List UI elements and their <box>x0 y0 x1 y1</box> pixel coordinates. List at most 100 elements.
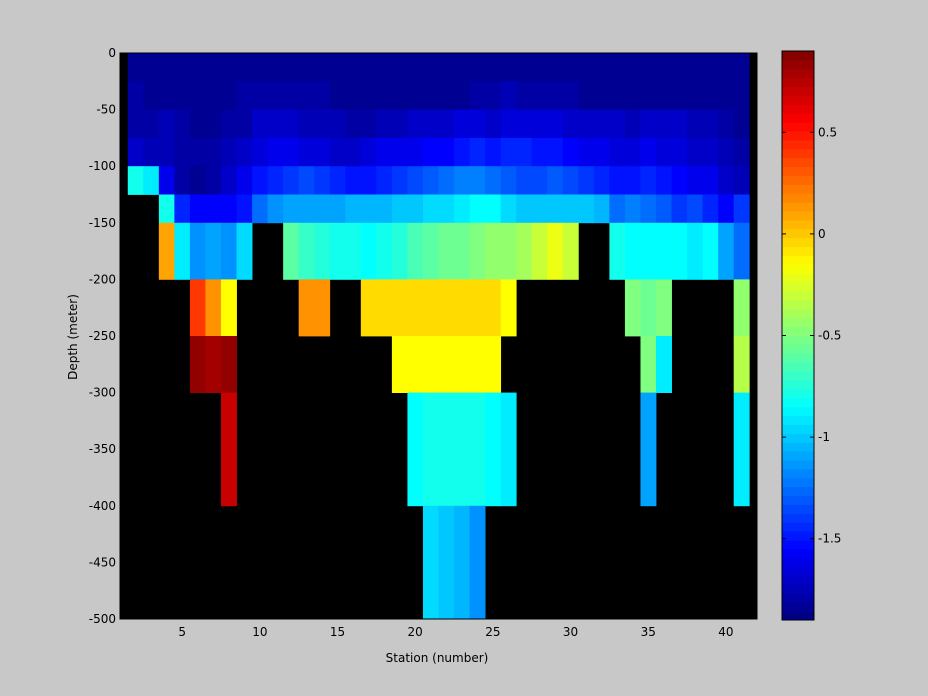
heatmap-cell <box>562 109 579 139</box>
heatmap-cell <box>407 81 424 110</box>
heatmap-cell <box>298 109 315 139</box>
heatmap-cell <box>376 137 393 167</box>
heatmap-cell <box>220 194 237 224</box>
colorbar-segment <box>782 273 814 283</box>
heatmap-cell <box>656 109 672 139</box>
heatmap-cell <box>298 222 315 280</box>
heatmap-cell <box>174 194 191 224</box>
heatmap-cell <box>485 166 502 195</box>
heatmap-cell <box>391 166 408 195</box>
colorbar-segment <box>782 139 814 150</box>
heatmap-cell <box>438 392 455 507</box>
y-tick-label: -200 <box>89 272 116 286</box>
x-axis-label: Station (number) <box>386 651 489 665</box>
heatmap-cell <box>205 53 222 82</box>
colorbar-segment <box>782 504 814 514</box>
heatmap-cell <box>687 109 704 139</box>
heatmap-cell <box>469 279 486 337</box>
heatmap-cell <box>376 222 393 280</box>
colorbar-segment <box>782 584 814 594</box>
heatmap-cell <box>345 194 362 224</box>
heatmap-cell <box>174 137 191 167</box>
heatmap-cell <box>469 81 486 110</box>
heatmap-cell <box>205 166 222 195</box>
heatmap-cell <box>718 137 735 167</box>
heatmap-cell <box>702 222 719 280</box>
heatmap-cell <box>127 53 144 82</box>
colorbar-segment <box>782 539 814 550</box>
y-tick-label: -300 <box>89 386 116 400</box>
heatmap-cell <box>314 109 331 139</box>
heatmap-cell <box>391 222 408 280</box>
heatmap-cell <box>454 194 470 224</box>
colorbar-segment <box>782 175 814 185</box>
colorbar-segment <box>782 335 814 345</box>
heatmap-cell <box>283 166 300 195</box>
heatmap-cell <box>640 222 657 280</box>
heatmap-cell <box>640 137 657 167</box>
heatmap-cell <box>360 222 377 280</box>
heatmap-cell <box>329 194 346 224</box>
heatmap-cell <box>422 222 439 280</box>
heatmap-cell <box>531 109 548 139</box>
heatmap-cell <box>500 53 517 82</box>
heatmap-cell <box>314 53 331 82</box>
heatmap-cell <box>547 53 564 82</box>
heatmap-cell <box>220 392 237 507</box>
heatmap-cell <box>329 53 346 82</box>
heatmap-cell <box>127 137 144 167</box>
heatmap-cell <box>687 53 704 82</box>
heatmap-cell <box>267 81 284 110</box>
colorbar-segment <box>782 282 814 292</box>
heatmap-cell <box>609 137 626 167</box>
y-tick-label: -250 <box>89 329 116 343</box>
heatmap-cell <box>609 109 626 139</box>
heatmap-cell <box>516 109 533 139</box>
x-tick-label: 10 <box>252 625 267 639</box>
heatmap-cell <box>158 53 175 82</box>
heatmap-cell <box>702 109 719 139</box>
heatmap-cell <box>376 279 393 337</box>
colorbar-segment <box>782 95 814 105</box>
heatmap-cell <box>609 194 626 224</box>
heatmap-cell <box>624 109 641 139</box>
heatmap-cell <box>640 336 657 393</box>
heatmap-cell <box>267 137 284 167</box>
heatmap-cell <box>671 81 688 110</box>
heatmap-cell <box>220 336 237 393</box>
heatmap-cell <box>500 81 517 110</box>
colorbar-segment <box>782 148 814 159</box>
heatmap-cell <box>624 279 641 337</box>
heatmap-cell <box>671 194 688 224</box>
heatmap-cell <box>733 279 750 337</box>
heatmap-cell <box>562 81 579 110</box>
heatmap-cell <box>314 194 331 224</box>
colorbar-segment <box>782 113 814 123</box>
heatmap-cell <box>174 222 191 280</box>
heatmap-cell <box>500 222 517 280</box>
heatmap-cell <box>640 194 657 224</box>
heatmap-cell <box>407 109 424 139</box>
heatmap-cell <box>236 109 253 139</box>
heatmap-cell <box>422 81 439 110</box>
colorbar-tick-label: 0.5 <box>818 125 837 139</box>
heatmap-cell <box>205 81 222 110</box>
heatmap-cell <box>189 166 206 195</box>
heatmap-cell <box>283 194 300 224</box>
colorbar-segment <box>782 486 814 497</box>
heatmap-cell <box>547 81 564 110</box>
heatmap-cell <box>609 222 626 280</box>
heatmap-cell <box>485 279 502 337</box>
colorbar-segment <box>782 228 814 239</box>
heatmap-cell <box>438 166 455 195</box>
heatmap-cell <box>143 53 160 82</box>
colorbar-segment <box>782 122 814 132</box>
heatmap-cell <box>283 53 300 82</box>
heatmap-cell <box>220 109 237 139</box>
heatmap-cell <box>640 166 657 195</box>
heatmap-cell <box>485 392 502 507</box>
heatmap-cell <box>189 222 206 280</box>
heatmap-cell <box>422 137 439 167</box>
heatmap-cell <box>656 194 672 224</box>
heatmap-cell <box>531 166 548 195</box>
